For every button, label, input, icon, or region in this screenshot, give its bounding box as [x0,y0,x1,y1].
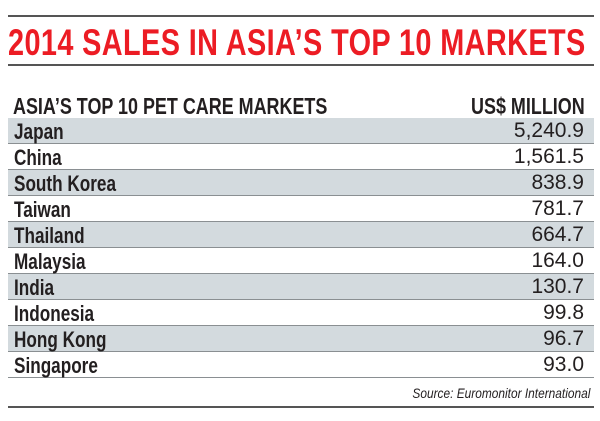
table-row: Thailand 664.7 [8,222,594,248]
market-name: Taiwan [14,197,71,222]
market-name: Malaysia [14,249,86,274]
table-row: Malaysia 164.0 [8,248,594,274]
market-value: 781.7 [531,197,584,220]
market-name: Hong Kong [14,327,107,352]
bottom-rule [8,406,594,408]
market-value: 1,561.5 [513,145,584,168]
market-value: 96.7 [543,327,584,350]
column-header-value: US$ MILLION [471,93,585,119]
table-row: South Korea 838.9 [8,170,594,196]
market-name: Japan [14,119,64,144]
market-value: 5,240.9 [513,119,584,142]
table-row: Hong Kong 96.7 [8,326,594,352]
table-row: India 130.7 [8,274,594,300]
market-table: Japan 5,240.9 China 1,561.5 South Korea 838.9… [8,118,594,378]
table-row: Taiwan 781.7 [8,196,594,222]
title-rule [8,64,594,66]
market-value: 838.9 [531,171,584,194]
table-row: Indonesia 99.8 [8,300,594,326]
source-note: Source: Euromonitor International [381,385,590,401]
top-rule [8,15,594,17]
source-text: Source: Euromonitor International [412,385,590,401]
chart-title: 2014 SALES IN ASIA’S TOP 10 MARKETS [8,22,600,64]
market-value: 664.7 [531,223,584,246]
chart-title-text: 2014 SALES IN ASIA’S TOP 10 MARKETS [8,22,586,63]
market-name: Singapore [14,353,98,378]
column-header-market: ASIA’S TOP 10 PET CARE MARKETS [13,93,328,119]
market-name: South Korea [14,171,117,196]
market-name: Indonesia [14,301,95,326]
market-value: 93.0 [543,353,584,376]
market-value: 130.7 [531,275,584,298]
market-name: China [14,145,62,170]
table-header: ASIA’S TOP 10 PET CARE MARKETS US$ MILLI… [8,93,585,119]
market-name: Thailand [14,223,85,248]
market-value: 99.8 [543,301,584,324]
table-row: China 1,561.5 [8,144,594,170]
table-row: Singapore 93.0 [8,352,594,378]
market-name: India [14,275,55,300]
table-row: Japan 5,240.9 [8,118,594,144]
market-value: 164.0 [531,249,584,272]
